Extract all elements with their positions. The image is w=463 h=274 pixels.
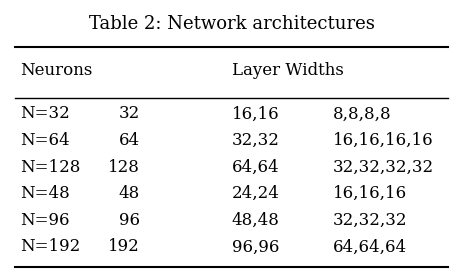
Text: N=48: N=48 xyxy=(20,185,69,202)
Text: 48,48: 48,48 xyxy=(232,212,279,229)
Text: 64: 64 xyxy=(118,132,139,149)
Text: N=96: N=96 xyxy=(20,212,69,229)
Text: 64,64,64: 64,64,64 xyxy=(332,238,407,255)
Text: 32: 32 xyxy=(118,105,139,122)
Text: Neurons: Neurons xyxy=(20,62,92,79)
Text: N=64: N=64 xyxy=(20,132,69,149)
Text: 16,16,16: 16,16,16 xyxy=(332,185,407,202)
Text: 48: 48 xyxy=(118,185,139,202)
Text: 32,32,32,32: 32,32,32,32 xyxy=(332,159,433,176)
Text: 64,64: 64,64 xyxy=(232,159,279,176)
Text: 16,16,16,16: 16,16,16,16 xyxy=(332,132,433,149)
Text: N=32: N=32 xyxy=(20,105,69,122)
Text: 24,24: 24,24 xyxy=(232,185,279,202)
Text: Table 2: Network architectures: Table 2: Network architectures xyxy=(88,15,374,33)
Text: 128: 128 xyxy=(107,159,139,176)
Text: 16,16: 16,16 xyxy=(232,105,279,122)
Text: 32,32: 32,32 xyxy=(232,132,279,149)
Text: N=192: N=192 xyxy=(20,238,80,255)
Text: 192: 192 xyxy=(107,238,139,255)
Text: Layer Widths: Layer Widths xyxy=(232,62,343,79)
Text: 96: 96 xyxy=(119,212,139,229)
Text: 96,96: 96,96 xyxy=(232,238,279,255)
Text: 8,8,8,8: 8,8,8,8 xyxy=(332,105,391,122)
Text: N=128: N=128 xyxy=(20,159,80,176)
Text: 32,32,32: 32,32,32 xyxy=(332,212,407,229)
